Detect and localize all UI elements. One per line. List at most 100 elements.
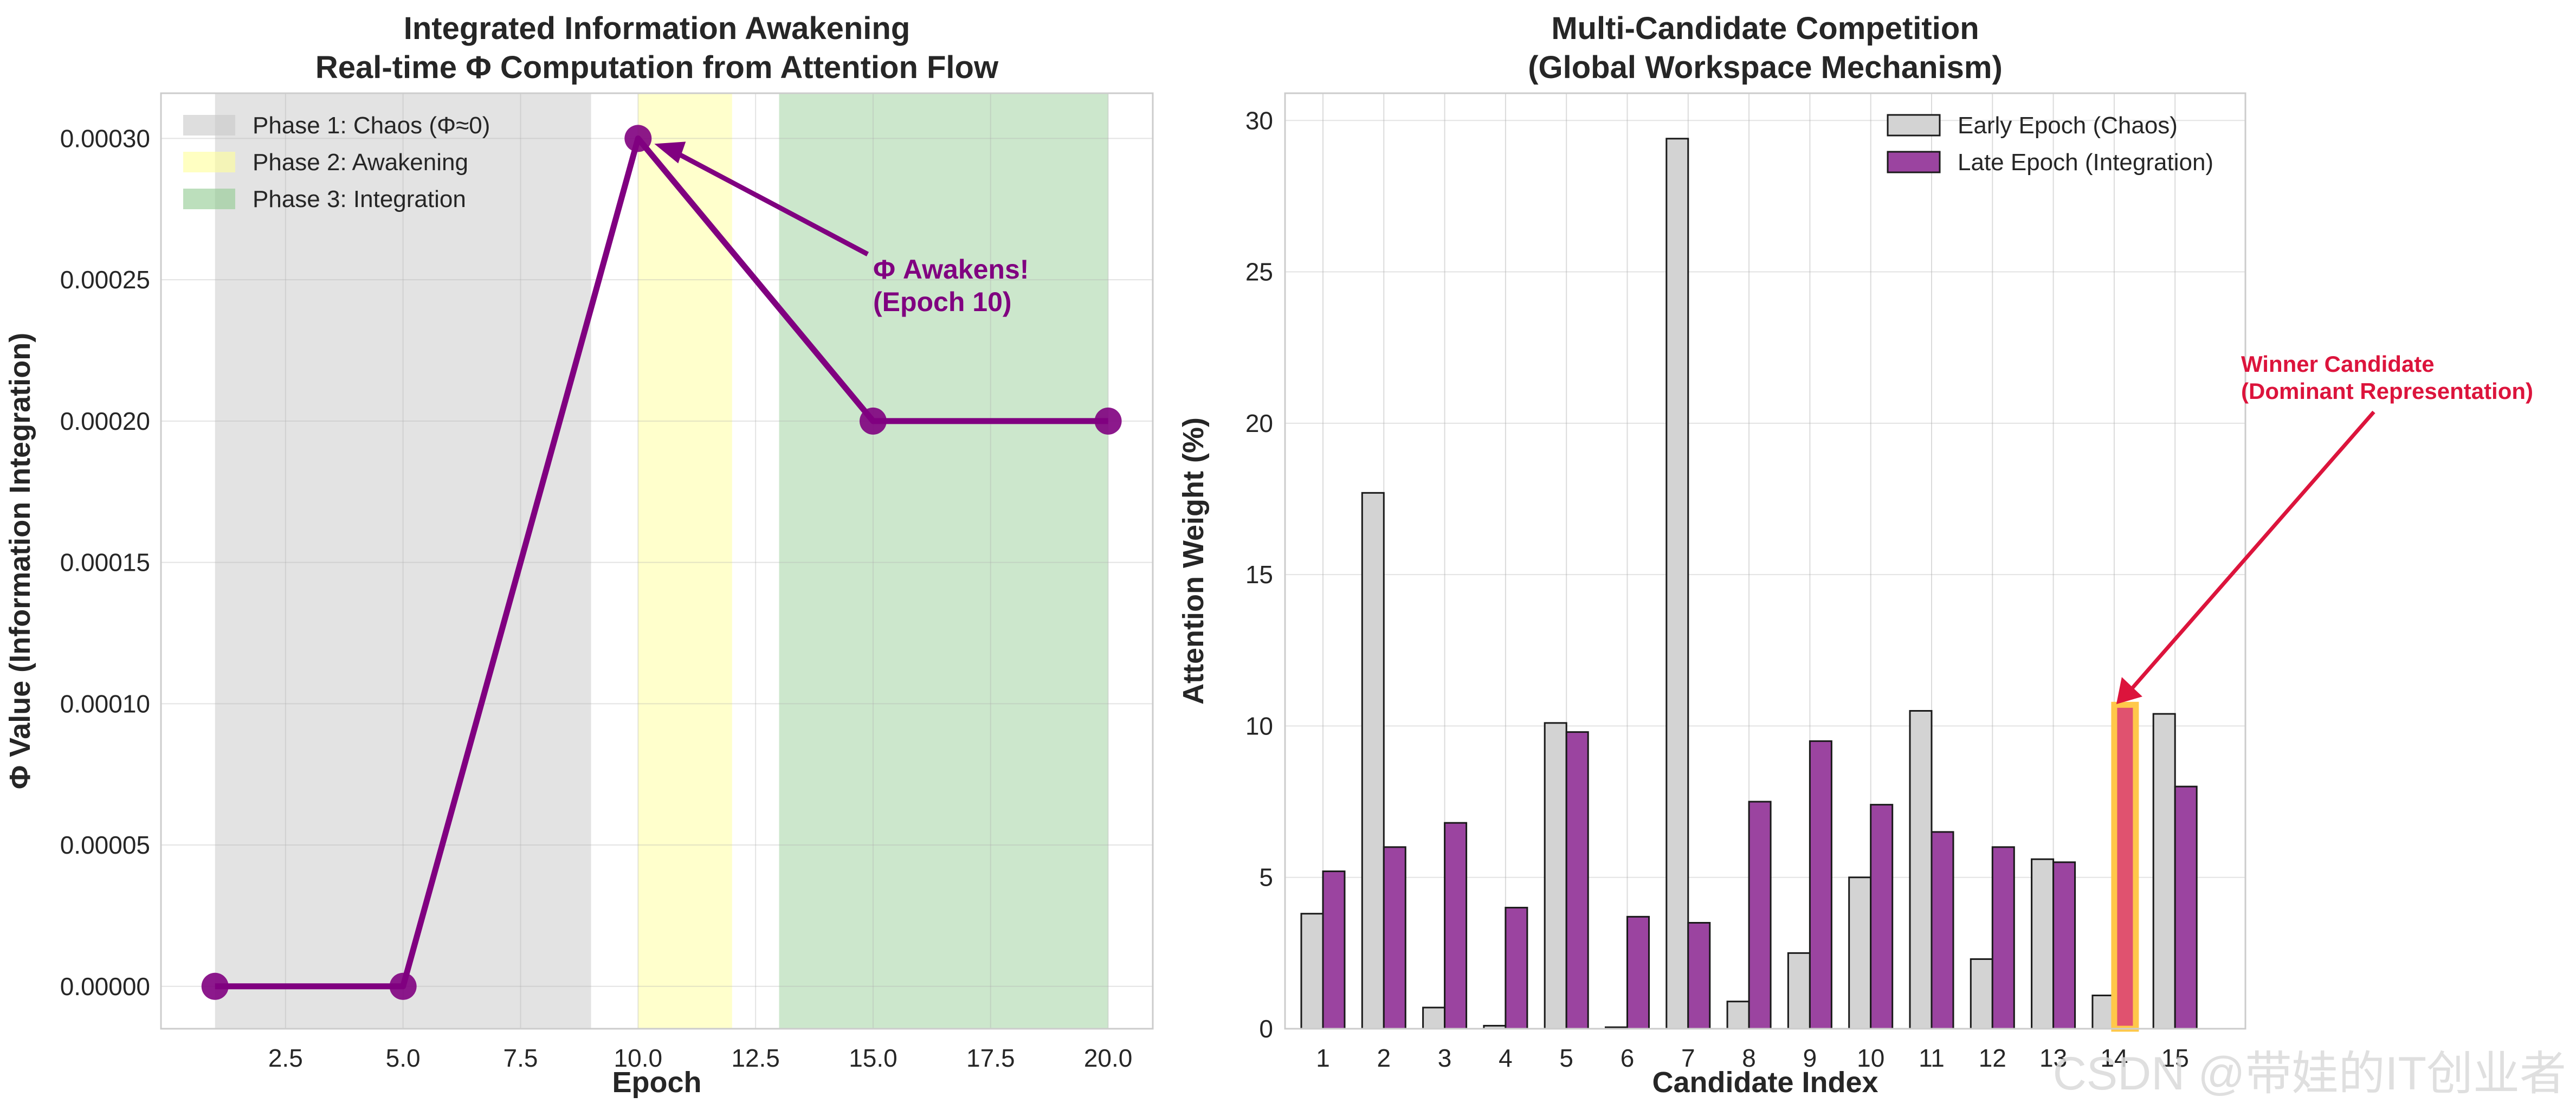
bar-early bbox=[1970, 958, 1993, 1030]
right-x-ticks: 1 2 3 4 5 6 7 8 9 10 11 12 13 14 15 bbox=[1316, 1044, 2189, 1072]
x-tick-label: 6 bbox=[1621, 1044, 1635, 1072]
phi-point bbox=[859, 407, 887, 435]
bar-late bbox=[1383, 846, 1406, 1030]
bar-late bbox=[1565, 731, 1589, 1030]
watermark: CSDN @带娃的IT创业者 bbox=[2053, 1048, 2566, 1100]
annotation-text: Φ Awakens! (Epoch 10) bbox=[873, 254, 1029, 317]
legend-swatch bbox=[1887, 151, 1941, 173]
bar-late bbox=[1931, 831, 1954, 1030]
x-tick-label: 3 bbox=[1438, 1044, 1452, 1072]
x-tick-label: 13 bbox=[2039, 1044, 2067, 1072]
annotation-arrow bbox=[669, 147, 869, 256]
legend-label: Phase 1: Chaos (Φ≈0) bbox=[253, 112, 490, 139]
y-tick-label: 0.00030 bbox=[60, 124, 150, 152]
x-tick-label: 10 bbox=[1857, 1044, 1884, 1072]
y-tick-label: 20 bbox=[1245, 409, 1273, 437]
attention-bars bbox=[1300, 138, 2198, 1032]
legend-swatch bbox=[183, 152, 235, 172]
legend-swatch bbox=[1887, 114, 1941, 137]
y-tick-label: 10 bbox=[1245, 712, 1273, 740]
bar-early bbox=[1300, 913, 1324, 1030]
bar-late bbox=[1809, 740, 1832, 1030]
x-tick-label: 1 bbox=[1316, 1044, 1330, 1072]
x-tick-label: 20.0 bbox=[1084, 1044, 1133, 1072]
bar-late bbox=[1870, 804, 1894, 1030]
y-tick-label: 0.00010 bbox=[60, 689, 150, 718]
x-tick-label: 8 bbox=[1742, 1044, 1756, 1072]
legend-label: Phase 3: Integration bbox=[253, 186, 466, 212]
bar-late bbox=[2174, 785, 2198, 1030]
right-y-ticks: 0 5 10 15 20 25 30 bbox=[1245, 106, 1273, 1043]
right-chart-title: Multi-Candidate Competition (Global Works… bbox=[1528, 11, 2003, 85]
epoch-legend: Early Epoch (Chaos) Late Epoch (Integrati… bbox=[1887, 112, 2213, 176]
x-tick-label: 5 bbox=[1559, 1044, 1573, 1072]
bar-early bbox=[1909, 709, 1933, 1030]
left-chart-title: Integrated Information Awakening Real-tim… bbox=[315, 11, 999, 85]
x-tick-label: 10.0 bbox=[614, 1044, 663, 1072]
phi-point bbox=[1094, 407, 1122, 435]
phi-point bbox=[201, 972, 229, 1000]
legend-swatch bbox=[183, 189, 235, 209]
left-x-ticks: 2.5 5.0 7.5 10.0 12.5 15.0 17.5 20.0 bbox=[268, 1044, 1133, 1072]
left-y-ticks: 0.00000 0.00005 0.00010 0.00015 0.00020 0.000… bbox=[60, 124, 150, 1000]
y-tick-label: 0.00020 bbox=[60, 407, 150, 435]
annotation-arrowhead bbox=[654, 141, 686, 164]
annotation-text: Winner Candidate (Dominant Representation… bbox=[2241, 351, 2533, 404]
bar-late bbox=[1322, 870, 1346, 1030]
bar-late bbox=[2052, 861, 2076, 1030]
y-tick-label: 0.00000 bbox=[60, 972, 150, 1001]
annotation-arrowhead bbox=[2116, 677, 2142, 705]
bar-early bbox=[1422, 1007, 1446, 1030]
y-tick-label: 15 bbox=[1245, 560, 1273, 589]
phi-series bbox=[201, 125, 1122, 1000]
y-tick-label: 30 bbox=[1245, 106, 1273, 134]
x-tick-label: 7 bbox=[1681, 1044, 1695, 1072]
bar-late bbox=[1444, 822, 1468, 1030]
right-x-axis-label: Candidate Index bbox=[1652, 1066, 1878, 1099]
y-tick-label: 5 bbox=[1259, 863, 1273, 892]
right-y-axis-label: Attention Weight (%) bbox=[1177, 417, 1210, 705]
x-tick-label: 15.0 bbox=[849, 1044, 898, 1072]
phase-band-1 bbox=[215, 93, 591, 1029]
bar-early bbox=[1848, 876, 1872, 1030]
bar-late bbox=[1505, 907, 1528, 1030]
legend-swatch bbox=[183, 115, 235, 136]
bar-late bbox=[1748, 801, 1772, 1030]
phase-bands bbox=[215, 93, 1108, 1029]
phase-band-2 bbox=[638, 93, 732, 1029]
x-tick-label: 17.5 bbox=[966, 1044, 1015, 1072]
x-tick-label: 9 bbox=[1803, 1044, 1817, 1072]
x-tick-label: 5.0 bbox=[386, 1044, 421, 1072]
phi-point bbox=[389, 972, 417, 1000]
bar-late bbox=[1626, 915, 1650, 1030]
bar-early bbox=[2152, 713, 2176, 1030]
x-tick-label: 11 bbox=[1919, 1044, 1945, 1072]
bar-early bbox=[2091, 995, 2115, 1030]
bar-early bbox=[1361, 492, 1385, 1030]
annotation-arrow bbox=[2130, 410, 2375, 691]
y-tick-label: 0.00025 bbox=[60, 266, 150, 294]
x-tick-label: 12.5 bbox=[731, 1044, 780, 1072]
bar-early bbox=[1665, 138, 1689, 1030]
legend-label: Phase 2: Awakening bbox=[253, 149, 468, 176]
bar-early bbox=[1787, 952, 1811, 1030]
bar-early bbox=[1544, 722, 1567, 1030]
y-tick-label: 0 bbox=[1259, 1015, 1273, 1043]
bar-late-highlight bbox=[2111, 701, 2139, 1032]
legend-label: Late Epoch (Integration) bbox=[1958, 149, 2213, 176]
y-tick-label: 0.00005 bbox=[60, 831, 150, 859]
x-tick-label: 7.5 bbox=[503, 1044, 538, 1072]
y-tick-label: 25 bbox=[1245, 258, 1273, 286]
left-plot-frame bbox=[160, 92, 1154, 1030]
legend-label: Early Epoch (Chaos) bbox=[1958, 112, 2178, 139]
attention-bar-chart: Multi-Candidate Competition (Global Works… bbox=[1177, 11, 2533, 1099]
x-tick-label: 4 bbox=[1499, 1044, 1513, 1072]
phi-line-chart: Integrated Information Awakening Real-tim… bbox=[4, 11, 1154, 1099]
phi-point bbox=[624, 125, 652, 152]
y-tick-label: 0.00015 bbox=[60, 549, 150, 577]
x-tick-label: 12 bbox=[1979, 1044, 2006, 1072]
x-tick-label: 15 bbox=[2161, 1044, 2189, 1072]
bar-late bbox=[1687, 921, 1711, 1030]
left-x-axis-label: Epoch bbox=[612, 1066, 701, 1099]
